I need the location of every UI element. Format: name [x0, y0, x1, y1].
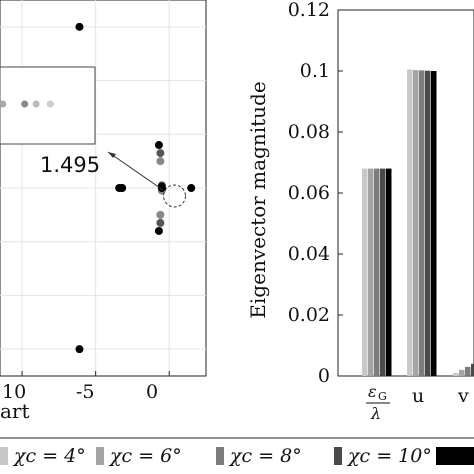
- right-panel: Eigenvector magnitude 00.020.040.060.080…: [246, 0, 474, 423]
- annotation-arrow: [107, 151, 164, 191]
- left-points: [75, 22, 196, 354]
- scatter-point: [156, 157, 165, 166]
- y-tick-label: 0.1: [300, 60, 330, 82]
- bar: [453, 372, 459, 376]
- inset-point: [0, 100, 7, 108]
- inset-point: [21, 100, 29, 108]
- y-axis-label: Eigenvector magnitude: [246, 81, 270, 318]
- scatter-point: [75, 22, 84, 31]
- scatter-point: [187, 184, 196, 192]
- x-axis-label: art: [0, 399, 30, 423]
- left-panel: 1.495 10 -5 0 art: [0, 0, 207, 423]
- bar: [374, 168, 380, 376]
- right-plot-frame: [337, 9, 474, 377]
- scatter-point: [156, 210, 165, 219]
- x-tick-label: -5: [76, 381, 95, 403]
- y-tick-label: 0.06: [288, 182, 330, 204]
- inset-point: [32, 100, 40, 108]
- category-eps-over-lambda: ε G λ: [366, 382, 390, 423]
- bar: [459, 369, 465, 376]
- y-tick-label: 0.04: [288, 243, 330, 265]
- scatter-point: [154, 141, 163, 150]
- bar: [380, 168, 386, 376]
- legend-swatch: [216, 447, 224, 465]
- left-grid: [0, 0, 206, 376]
- scatter-point: [115, 184, 124, 192]
- scatter-point: [157, 182, 166, 191]
- category-lambda: λ: [370, 404, 381, 423]
- bar: [431, 71, 437, 376]
- category-eps-subscript: G: [378, 390, 387, 403]
- inset-point: [46, 100, 54, 108]
- legend-swatch: [436, 447, 474, 465]
- annotation-label: 1.495: [40, 153, 100, 177]
- highlight-circle: [163, 184, 186, 208]
- scatter-point: [154, 226, 163, 235]
- legend-swatch: [96, 447, 104, 465]
- scatter-point: [156, 149, 165, 158]
- category-label: v: [457, 385, 469, 407]
- legend-label: χc = 10°: [346, 445, 432, 467]
- scatter-point: [75, 345, 84, 354]
- bar: [368, 168, 374, 376]
- legend-label: χc = 6°: [108, 445, 182, 467]
- bar: [425, 70, 431, 376]
- legend-swatch: [0, 447, 8, 465]
- legend-swatch: [334, 447, 342, 465]
- category-eps-numerator: ε: [368, 382, 377, 401]
- bar: [407, 69, 413, 376]
- y-tick-label: 0.08: [288, 121, 330, 143]
- legend: χc = 4° χc = 6° χc = 8° χc = 10°: [0, 437, 474, 467]
- inset-points: [0, 100, 54, 108]
- y-tick-label: 0.12: [288, 0, 330, 21]
- x-tick-label: 10: [2, 381, 26, 403]
- bar: [362, 168, 368, 376]
- x-tick-label: 0: [146, 381, 158, 403]
- bar: [471, 363, 474, 376]
- bars: [362, 69, 474, 377]
- bar: [386, 168, 392, 376]
- legend-label: χc = 8°: [228, 445, 302, 467]
- y-tick-label: 0.02: [288, 304, 330, 326]
- bar: [419, 70, 425, 376]
- legend-label: χc = 4°: [12, 445, 86, 467]
- category-label: u: [412, 385, 424, 407]
- bar: [413, 70, 419, 377]
- arrow-head: [108, 152, 116, 158]
- y-tick-label: 0: [318, 365, 330, 387]
- y-ticks: 0 0.02 0.04 0.06 0.08 0.1 0.12: [288, 0, 343, 387]
- scatter-point: [156, 218, 165, 227]
- bar: [465, 366, 471, 376]
